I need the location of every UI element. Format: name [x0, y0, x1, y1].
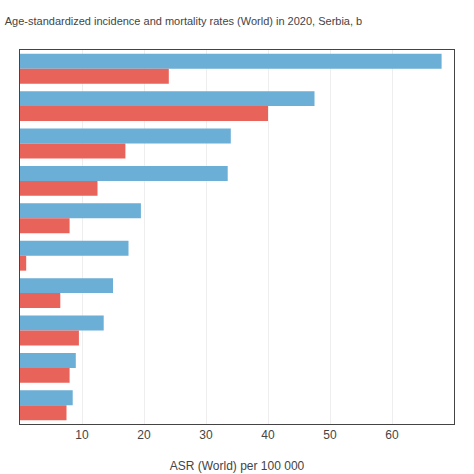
svg-text:10: 10 — [75, 428, 89, 442]
svg-text:60: 60 — [385, 428, 399, 442]
svg-text:50: 50 — [323, 428, 337, 442]
svg-text:40: 40 — [261, 428, 275, 442]
svg-text:30: 30 — [199, 428, 213, 442]
svg-text:ASR (World) per 100 000: ASR (World) per 100 000 — [170, 459, 305, 473]
svg-text:Age-standardized incidence and: Age-standardized incidence and mortality… — [5, 15, 362, 27]
svg-text:20: 20 — [137, 428, 151, 442]
